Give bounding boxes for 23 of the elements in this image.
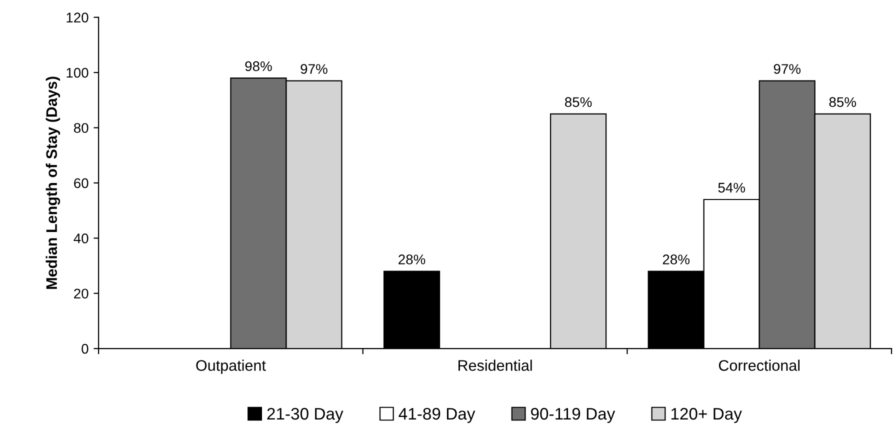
y-tick-label: 40 [74, 233, 88, 244]
data-label: 85% [829, 97, 856, 108]
legend-label: 90-119 Day [531, 408, 616, 423]
legend-label: 41-89 Day [398, 408, 476, 423]
x-tick-label: Correctional [718, 360, 800, 371]
data-label: 28% [662, 254, 690, 264]
y-tick-label: 80 [74, 123, 88, 133]
y-tick-label: 120 [66, 12, 88, 22]
y-tick-label: 0 [82, 344, 88, 354]
x-tick-label: Residential [458, 360, 532, 371]
data-label: 28% [398, 254, 426, 264]
y-tick-label: 100 [66, 68, 88, 78]
y-tick-label: 20 [74, 288, 88, 299]
data-label: 98% [245, 61, 272, 72]
legend-label: 120+ Day [671, 408, 742, 423]
data-label: 54% [718, 182, 746, 193]
y-axis-title: Median Length of Stay (Days) [46, 76, 60, 289]
legend-label: 21-30 Day [267, 408, 344, 423]
data-label: 97% [300, 64, 328, 74]
data-label: 85% [565, 97, 592, 108]
data-label: 97% [774, 64, 801, 74]
x-tick-label: Outpatient [196, 360, 266, 374]
y-tick-label: 60 [74, 178, 88, 188]
